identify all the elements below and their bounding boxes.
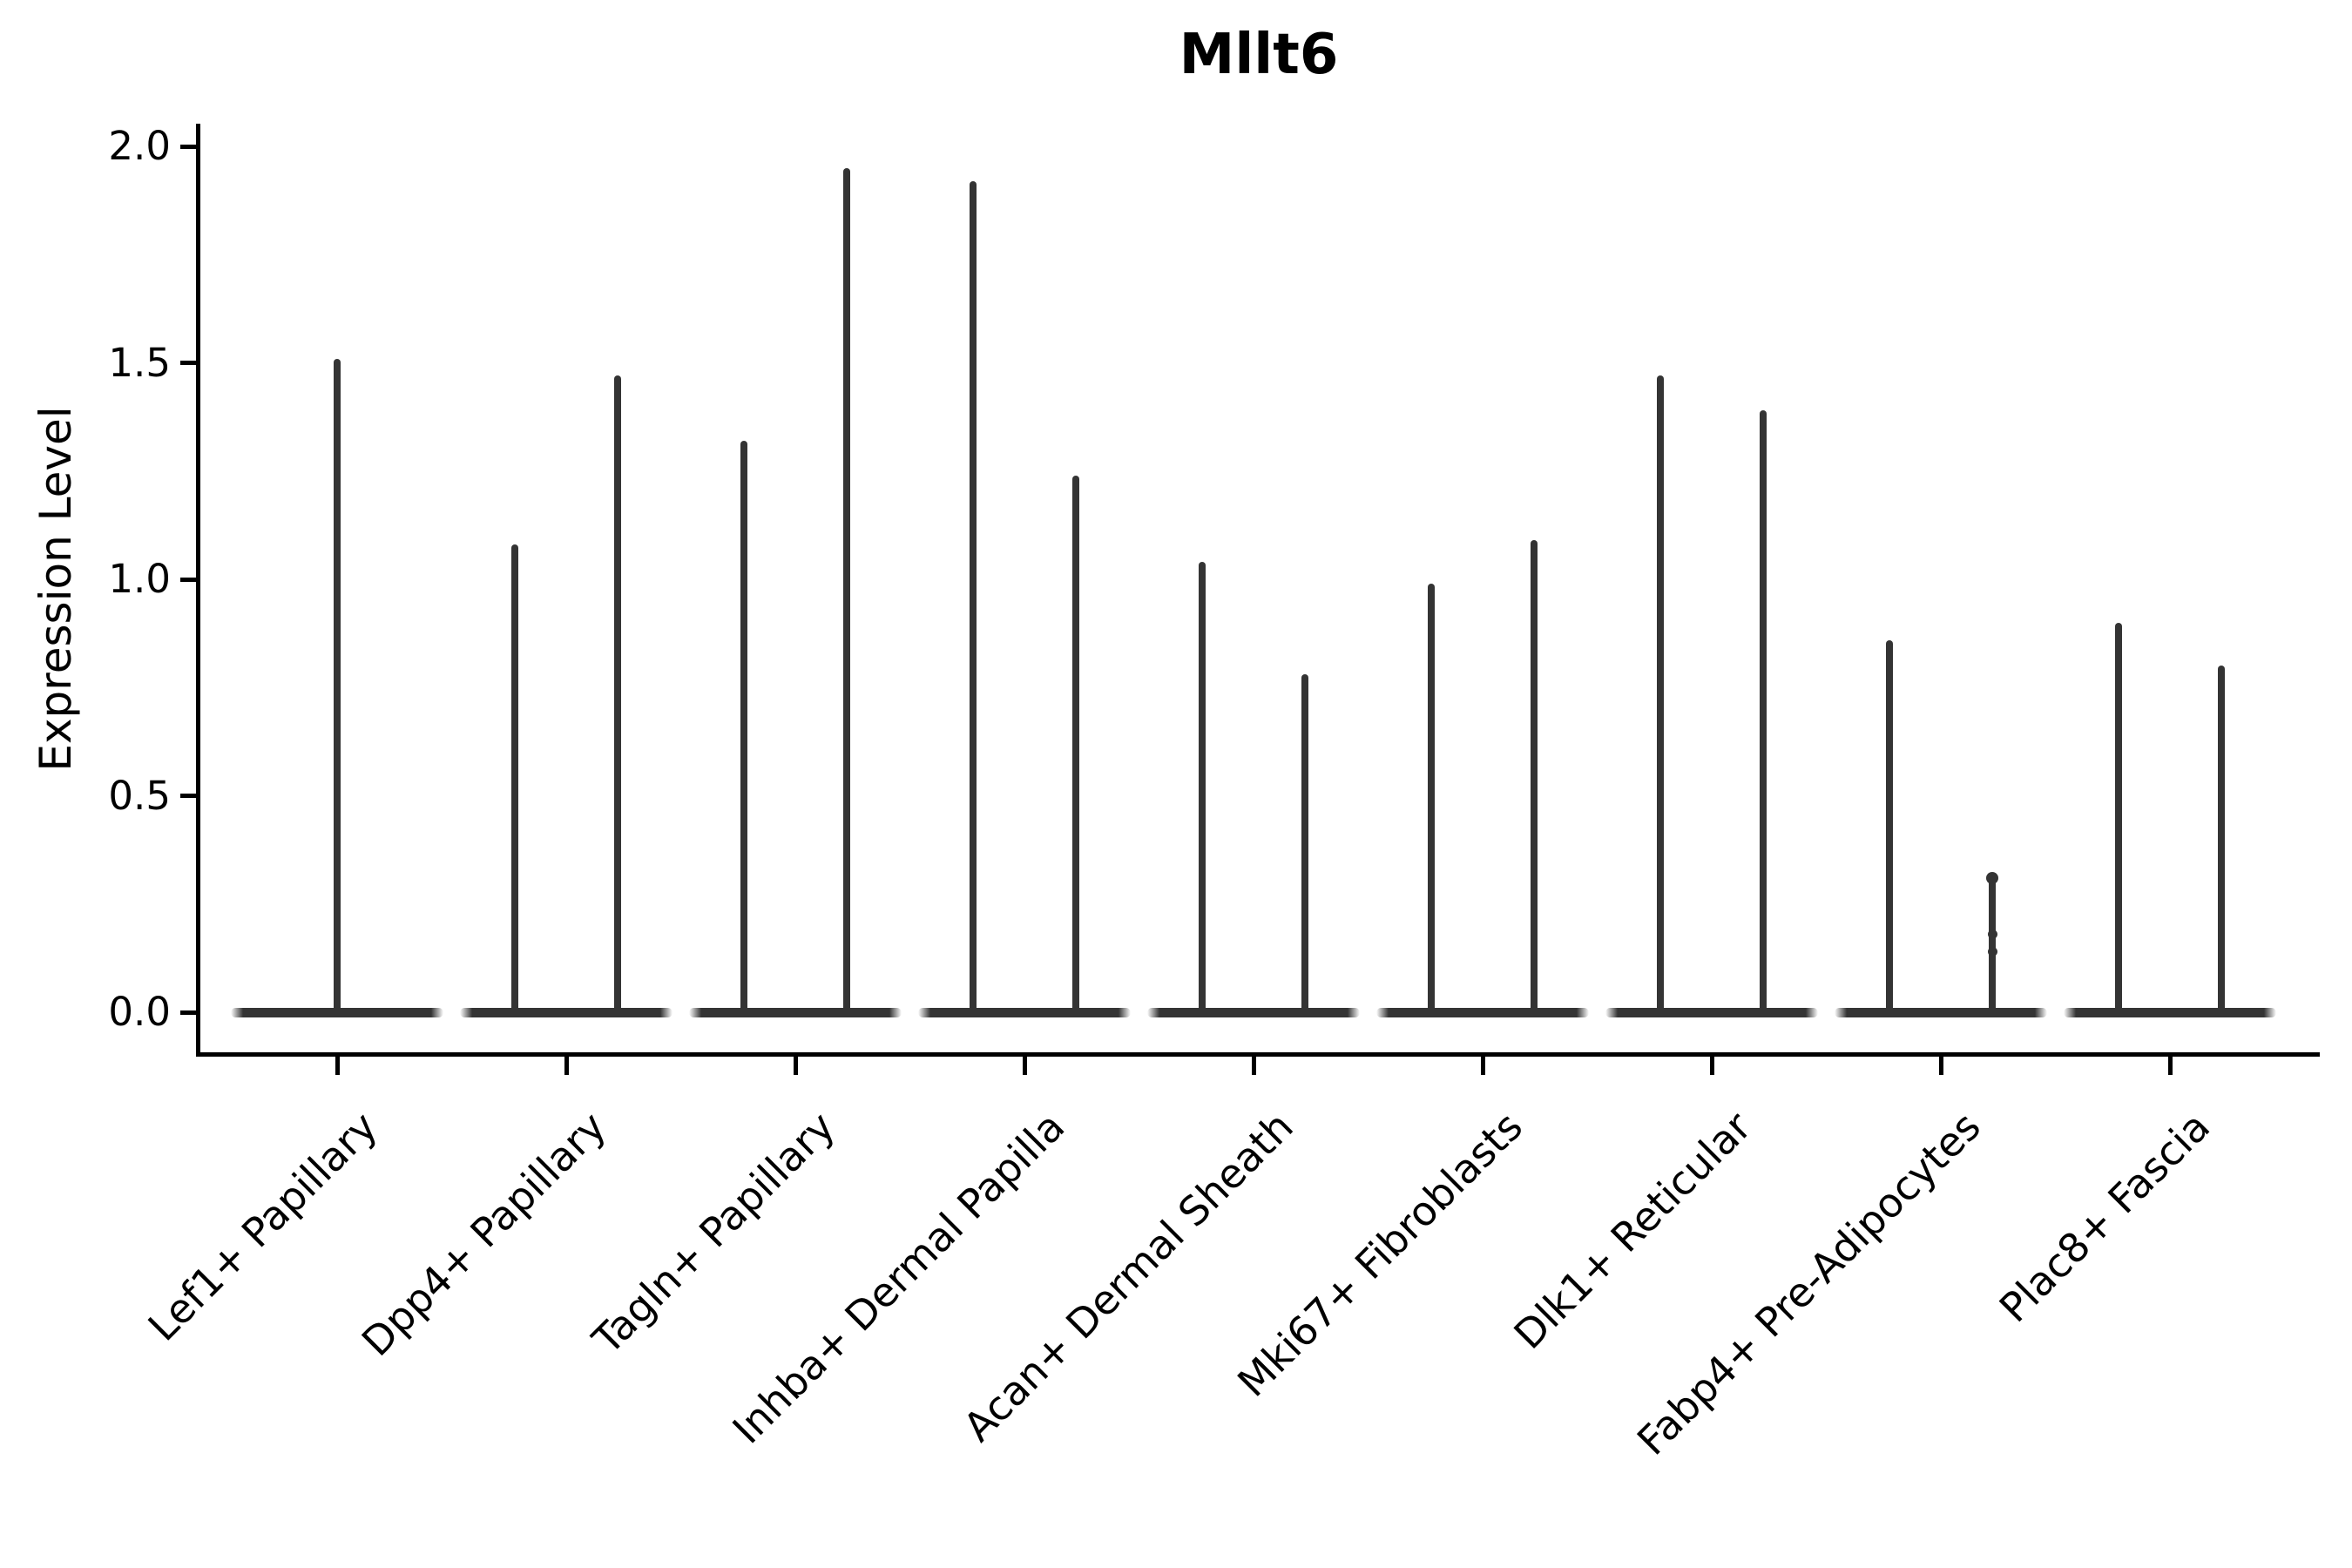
x-tick-label: Dpp4+ Papillary	[352, 1102, 616, 1366]
violin-spike	[740, 440, 747, 1017]
y-tick	[180, 1010, 198, 1015]
y-tick-label: 2.0	[108, 123, 171, 169]
outlier-point	[1987, 929, 1997, 940]
y-tick-label: 0.0	[108, 989, 171, 1035]
violin-spike	[1072, 475, 1079, 1017]
outlier-point	[1987, 946, 1997, 956]
x-tick	[564, 1057, 569, 1075]
violin-base	[2064, 1007, 2276, 1017]
x-tick	[2167, 1057, 2173, 1075]
x-tick-label: Plac8+ Fascia	[1990, 1102, 2220, 1332]
violin-spike	[2115, 622, 2122, 1017]
x-tick	[335, 1057, 340, 1075]
violin-spike	[2218, 666, 2225, 1017]
x-tick-label: Dlk1+ Reticular	[1504, 1102, 1761, 1359]
y-tick	[180, 361, 198, 365]
violin-spike	[1531, 540, 1538, 1017]
x-tick-label: Tagln+ Papillary	[584, 1102, 845, 1363]
violin-spike	[1428, 583, 1435, 1017]
chart-title: Mllt6	[1179, 23, 1339, 87]
violin-spike	[1886, 639, 1893, 1017]
violin-spike	[334, 358, 341, 1017]
y-tick	[180, 794, 198, 798]
x-tick	[1251, 1057, 1256, 1075]
violin-spike	[614, 375, 621, 1017]
violin-base	[1376, 1007, 1589, 1017]
outlier-point	[1986, 871, 1998, 884]
violin-spike	[511, 544, 518, 1017]
x-tick	[793, 1057, 798, 1075]
violin-spike	[1657, 375, 1664, 1017]
x-tick-label: Lef1+ Papillary	[139, 1102, 387, 1350]
y-tick-label: 1.5	[108, 339, 171, 386]
violin-spike	[1301, 674, 1308, 1017]
y-tick	[180, 144, 198, 149]
y-axis-spine	[196, 124, 200, 1057]
violin-base	[1605, 1007, 1818, 1017]
violin-base	[918, 1007, 1131, 1017]
x-axis-spine	[196, 1052, 2320, 1057]
y-tick-label: 1.0	[108, 556, 171, 602]
violin-base	[689, 1007, 902, 1017]
violin-base	[1835, 1007, 2047, 1017]
y-tick-label: 0.5	[108, 772, 171, 819]
violin-spike	[843, 167, 850, 1017]
violin-spike	[1760, 410, 1767, 1017]
violin-spike	[1199, 562, 1206, 1017]
x-tick	[1480, 1057, 1485, 1075]
x-tick	[1938, 1057, 1943, 1075]
violin-spike	[970, 180, 977, 1017]
violin-base	[1147, 1007, 1360, 1017]
x-tick	[1022, 1057, 1027, 1075]
x-tick	[1709, 1057, 1714, 1075]
violin-base	[460, 1007, 672, 1017]
y-tick	[180, 577, 198, 582]
